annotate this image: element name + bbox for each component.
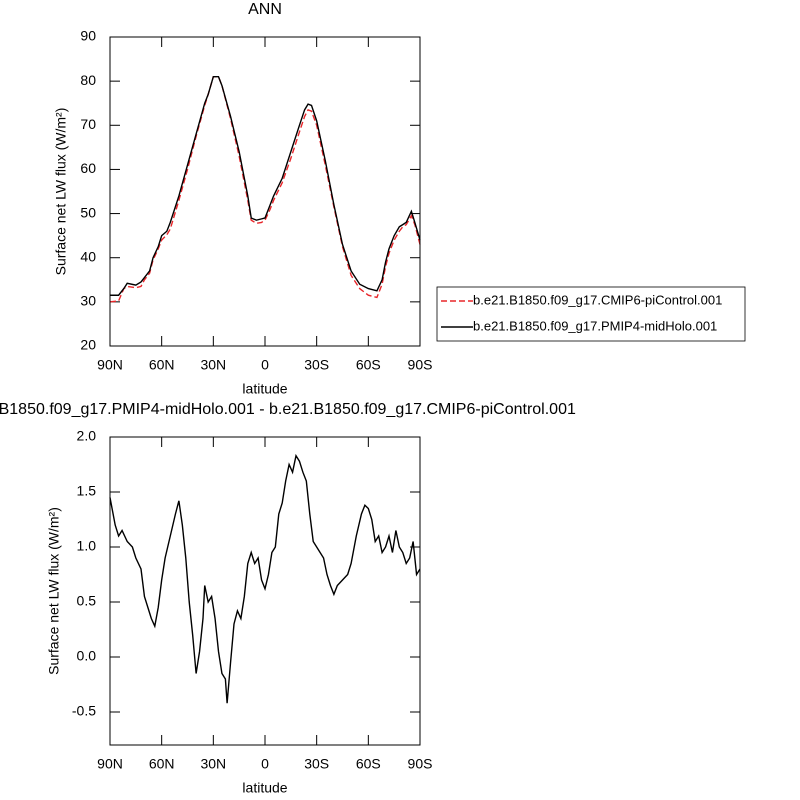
x-tick-label: 0 — [261, 756, 269, 772]
y-tick-label: 20 — [80, 337, 96, 353]
x-tick-label: 90N — [97, 357, 123, 373]
x-tick-label: 30S — [304, 756, 329, 772]
y-tick-label: 0.5 — [77, 593, 97, 609]
legend-label: b.e21.B1850.f09_g17.CMIP6-piControl.001 — [473, 292, 722, 307]
y-tick-label: 1.5 — [77, 483, 97, 499]
plot: b.e21.B1850.f09_g17.PMIP4-midHolo.001 - … — [0, 401, 576, 795]
y-axis-label: Surface net LW flux (W/m²) — [53, 108, 69, 276]
x-tick-label: 60S — [356, 357, 381, 373]
x-tick-label: 0 — [261, 357, 269, 373]
x-tick-label: 30N — [200, 357, 226, 373]
y-tick-label: 1.0 — [77, 538, 97, 554]
x-tick-label: 90S — [408, 756, 433, 772]
x-tick-label: 60N — [149, 756, 175, 772]
data-line — [109, 76, 421, 303]
y-axis-label: Surface net LW flux (W/m²) — [46, 507, 62, 675]
y-tick-label: 50 — [80, 204, 96, 220]
legend-box — [436, 286, 746, 342]
x-tick-label: 30S — [304, 357, 329, 373]
chart-title: b.e21.B1850.f09_g17.PMIP4-midHolo.001 - … — [0, 401, 576, 418]
y-tick-label: 40 — [80, 248, 96, 264]
x-axis-label: latitude — [242, 780, 287, 796]
y-tick-label: 30 — [80, 293, 96, 309]
chart-title: ANN — [248, 1, 282, 18]
y-tick-label: 90 — [80, 28, 96, 44]
plot-frame — [109, 36, 421, 347]
x-tick-label: 90S — [408, 357, 433, 373]
data-line — [109, 453, 421, 704]
plot: ANN latitude Surface net LW flux (W/m²) 20 3… — [53, 1, 746, 397]
x-tick-label: 30N — [200, 756, 226, 772]
x-tick-label: 60N — [149, 357, 175, 373]
x-axis-label: latitude — [242, 381, 287, 397]
y-tick-label: 60 — [80, 160, 96, 176]
plot-frame — [109, 436, 421, 746]
legend-label: b.e21.B1850.f09_g17.PMIP4-midHolo.001 — [473, 318, 717, 333]
y-tick-label: 70 — [80, 116, 96, 132]
x-tick-label: 90N — [97, 756, 123, 772]
y-tick-label: 0.0 — [77, 648, 97, 664]
y-tick-label: -0.5 — [72, 703, 96, 719]
y-tick-label: 2.0 — [77, 428, 97, 444]
y-tick-label: 80 — [80, 72, 96, 88]
data-line — [110, 76, 421, 296]
x-tick-label: 60S — [356, 756, 381, 772]
